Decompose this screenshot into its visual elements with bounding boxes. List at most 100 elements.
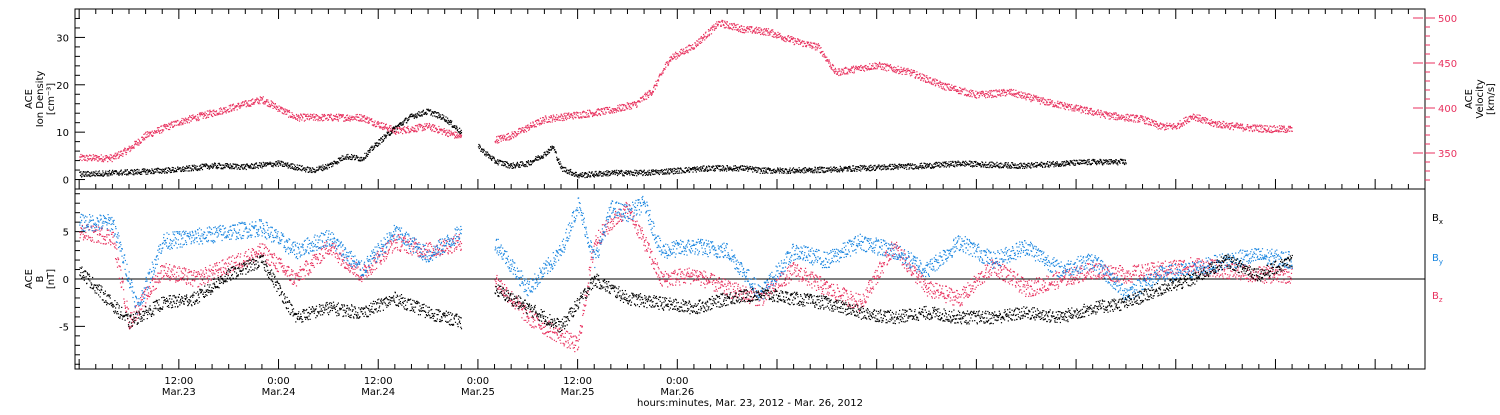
velocity-series-point (605, 107, 606, 108)
velocity-series-point (555, 117, 556, 118)
velocity-series-point (964, 88, 965, 89)
velocity-series-point (1252, 131, 1253, 132)
velocity-series-point (1092, 111, 1093, 112)
velocity-series-point (171, 123, 172, 124)
velocity-series-point (1164, 124, 1165, 125)
velocity-series-point (910, 71, 911, 72)
velocity-series-point (1050, 99, 1051, 100)
density-series-point (419, 112, 420, 113)
density-series-point (253, 168, 254, 169)
density-series-point (592, 174, 593, 175)
velocity-series-point (688, 52, 689, 53)
density-series-point (366, 153, 367, 154)
velocity-series-point (742, 32, 743, 33)
velocity-series-point (238, 103, 239, 104)
density-series-point (753, 169, 754, 170)
density-series-point (614, 172, 615, 173)
velocity-series-point (920, 76, 921, 77)
velocity-series-point (248, 100, 249, 101)
velocity-series-point (1118, 117, 1119, 118)
velocity-series-point (313, 117, 314, 118)
velocity-series-point (147, 131, 148, 132)
velocity-series-point (960, 88, 961, 89)
velocity-series-point (511, 134, 512, 135)
velocity-series-point (698, 44, 699, 45)
density-series-point (432, 115, 433, 116)
velocity-series-point (573, 118, 574, 119)
density-series-point (374, 147, 375, 148)
velocity-series-point (1265, 125, 1266, 126)
density-series-point (715, 170, 716, 171)
velocity-series-point (496, 136, 497, 137)
velocity-series-point (651, 95, 652, 96)
density-series-point (438, 112, 439, 113)
velocity-series-point (876, 65, 877, 66)
density-series-point (483, 149, 484, 150)
density-series-point (312, 168, 313, 169)
density-series-point (261, 163, 262, 164)
velocity-series-point (275, 108, 276, 109)
density-series-point (626, 172, 627, 173)
velocity-series-point (281, 108, 282, 109)
velocity-series-point (145, 133, 146, 134)
velocity-series-point (180, 124, 181, 125)
velocity-series-point (99, 156, 100, 157)
velocity-series-point (209, 110, 210, 111)
velocity-series-point (385, 125, 386, 126)
density-series-point (218, 167, 219, 168)
velocity-series-point (188, 120, 189, 121)
velocity-series-point (987, 93, 988, 94)
velocity-series-point (337, 119, 338, 120)
density-series-point (439, 114, 440, 115)
density-series-point (695, 167, 696, 168)
velocity-series-point (383, 123, 384, 124)
density-series-point (606, 175, 607, 176)
velocity-series-point (675, 52, 676, 53)
velocity-series-point (790, 40, 791, 41)
density-series-point (190, 168, 191, 169)
density-series-point (398, 124, 399, 125)
velocity-series-point (727, 21, 728, 22)
density-series-point (177, 167, 178, 168)
velocity-series-point (202, 114, 203, 115)
velocity-series-point (737, 30, 738, 31)
velocity-series-point (615, 108, 616, 109)
velocity-series-point (1229, 123, 1230, 124)
density-series-point (642, 172, 643, 173)
velocity-series-point (1201, 122, 1202, 123)
velocity-series-point (1043, 97, 1044, 98)
velocity-series-point (163, 129, 164, 130)
velocity-series-point (1137, 116, 1138, 117)
velocity-series-point (757, 29, 758, 30)
velocity-series-point (533, 122, 534, 123)
density-series-point (761, 170, 762, 171)
density-series-point (699, 171, 700, 172)
velocity-series-point (209, 114, 210, 115)
velocity-series-point (504, 136, 505, 137)
velocity-series-point (828, 62, 829, 63)
velocity-series-point (772, 29, 773, 30)
velocity-series-point (187, 122, 188, 123)
velocity-series-point (1089, 108, 1090, 109)
velocity-series-point (811, 45, 812, 46)
velocity-series-point (764, 34, 765, 35)
velocity-series-point (259, 103, 260, 104)
density-series-point (558, 162, 559, 163)
velocity-series-point (242, 105, 243, 106)
density-series-point (526, 165, 527, 166)
density-series-point (497, 159, 498, 160)
velocity-series-point (985, 93, 986, 94)
density-series-point (640, 173, 641, 174)
velocity-series-point (441, 130, 442, 131)
density-series-point (655, 169, 656, 170)
density-series-point (227, 164, 228, 165)
velocity-series-point (643, 96, 644, 97)
velocity-series-point (1280, 128, 1281, 129)
density-series-point (493, 157, 494, 158)
density-series-point (237, 165, 238, 166)
velocity-series-point (1101, 110, 1102, 111)
velocity-series-point (1166, 129, 1167, 130)
velocity-series-point (1017, 97, 1018, 98)
velocity-series-point (1045, 99, 1046, 100)
velocity-series-point (410, 131, 411, 132)
